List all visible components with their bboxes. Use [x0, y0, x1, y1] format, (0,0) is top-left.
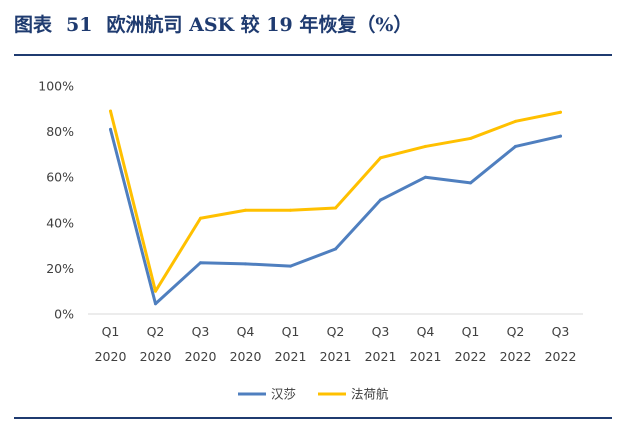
x-tick-label-quarter: Q3 — [552, 324, 570, 339]
data-point — [109, 109, 112, 113]
data-point — [199, 261, 202, 265]
data-point — [379, 198, 382, 202]
figure-label: 图表 — [14, 14, 53, 36]
title-divider — [14, 54, 612, 56]
legend-label: 法荷航 — [351, 387, 389, 402]
x-tick-label-year: 2020 — [140, 349, 172, 364]
data-point — [154, 302, 157, 306]
data-point — [154, 289, 157, 293]
chart-title: 欧洲航司 ASK 较 19 年恢复（%） — [106, 14, 413, 36]
data-point — [424, 175, 427, 179]
x-tick-label-quarter: Q1 — [462, 324, 480, 339]
x-axis: Q1 2020 Q2 2020 Q3 2020 Q4 2020 Q1 2021 Q2 2021 Q3 20… — [88, 313, 583, 364]
x-tick-label-year: 2022 — [455, 349, 487, 364]
data-point — [514, 119, 517, 123]
data-point — [559, 134, 562, 138]
x-tick-label-quarter: Q1 — [282, 324, 300, 339]
x-tick-label-year: 2021 — [365, 349, 397, 364]
data-point — [289, 208, 292, 212]
data-point — [469, 181, 472, 185]
x-tick-label-year: 2021 — [410, 349, 442, 364]
x-tick-label-quarter: Q2 — [147, 324, 165, 339]
legend: 汉莎 法荷航 — [238, 387, 389, 402]
x-tick-label-quarter: Q4 — [237, 324, 255, 339]
x-tick-label-quarter: Q3 — [192, 324, 210, 339]
y-axis: 0% 20% 40% 60% 80% 100% — [38, 79, 74, 322]
data-point — [109, 127, 112, 131]
series-line-1 — [109, 109, 562, 293]
data-point — [514, 144, 517, 148]
x-tick-label-quarter: Q1 — [102, 324, 120, 339]
data-point — [424, 144, 427, 148]
bottom-divider — [14, 417, 612, 419]
x-tick-label-quarter: Q3 — [372, 324, 390, 339]
y-tick-label: 100% — [38, 79, 74, 94]
data-point — [379, 156, 382, 160]
data-point — [244, 208, 247, 212]
figure-title: 图表 51 欧洲航司 ASK 较 19 年恢复（%） — [14, 10, 426, 40]
x-tick-label-quarter: Q4 — [417, 324, 435, 339]
x-tick-label-quarter: Q2 — [327, 324, 345, 339]
data-point — [334, 247, 337, 251]
data-point — [334, 206, 337, 210]
x-tick-label-quarter: Q2 — [507, 324, 525, 339]
y-tick-label: 40% — [46, 215, 74, 230]
y-tick-label: 80% — [46, 124, 74, 139]
x-tick-label-year: 2020 — [185, 349, 217, 364]
x-tick-label-year: 2022 — [500, 349, 532, 364]
series-line-0 — [109, 127, 562, 306]
legend-label: 汉莎 — [271, 387, 296, 402]
y-tick-label: 0% — [54, 307, 74, 322]
data-point — [559, 110, 562, 114]
x-tick-label-year: 2020 — [230, 349, 262, 364]
data-point — [199, 216, 202, 220]
y-tick-label: 20% — [46, 261, 74, 276]
figure-number: 51 — [66, 14, 93, 36]
x-tick-label-year: 2020 — [95, 349, 127, 364]
data-point — [244, 262, 247, 266]
x-tick-label-year: 2021 — [320, 349, 352, 364]
series-layer — [109, 109, 562, 306]
data-point — [469, 136, 472, 140]
y-tick-label: 60% — [46, 170, 74, 185]
data-point — [289, 264, 292, 268]
x-tick-label-year: 2022 — [545, 349, 577, 364]
x-tick-label-year: 2021 — [275, 349, 307, 364]
